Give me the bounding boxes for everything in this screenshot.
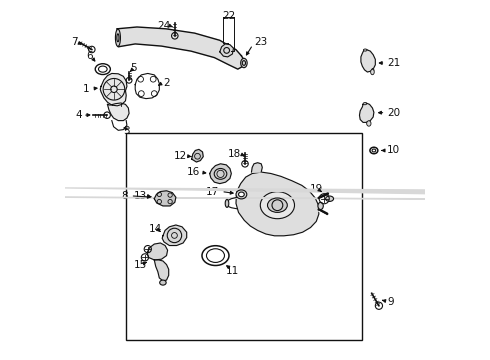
- Text: 17: 17: [206, 186, 219, 197]
- Ellipse shape: [370, 69, 374, 75]
- Ellipse shape: [236, 190, 247, 199]
- Polygon shape: [251, 163, 262, 172]
- Text: 22: 22: [222, 11, 235, 21]
- Text: 18: 18: [227, 149, 241, 159]
- Ellipse shape: [239, 192, 245, 197]
- Text: 3: 3: [123, 126, 129, 136]
- Text: 9: 9: [387, 297, 394, 307]
- Ellipse shape: [367, 121, 371, 126]
- Ellipse shape: [363, 103, 367, 105]
- Text: 19: 19: [310, 184, 323, 194]
- Text: 7: 7: [71, 37, 77, 48]
- Bar: [126, 133, 362, 340]
- Text: 21: 21: [387, 58, 400, 68]
- Ellipse shape: [116, 29, 121, 46]
- Polygon shape: [360, 103, 374, 122]
- Text: 14: 14: [148, 224, 162, 234]
- Ellipse shape: [268, 198, 287, 212]
- Polygon shape: [65, 197, 490, 209]
- Text: 12: 12: [173, 151, 187, 161]
- Polygon shape: [361, 50, 375, 72]
- Polygon shape: [100, 73, 127, 106]
- Ellipse shape: [364, 49, 367, 51]
- Ellipse shape: [318, 202, 323, 210]
- Ellipse shape: [241, 58, 247, 68]
- Text: 15: 15: [134, 260, 147, 270]
- Ellipse shape: [160, 280, 166, 285]
- Text: 2: 2: [163, 78, 170, 88]
- Text: 16: 16: [187, 167, 200, 177]
- Polygon shape: [107, 103, 129, 121]
- Polygon shape: [192, 149, 203, 162]
- Polygon shape: [162, 225, 187, 246]
- Ellipse shape: [372, 68, 374, 72]
- Text: 8: 8: [122, 191, 128, 201]
- Polygon shape: [65, 188, 490, 198]
- Polygon shape: [210, 164, 231, 184]
- Polygon shape: [147, 243, 168, 260]
- Text: 5: 5: [130, 63, 137, 73]
- Text: 6: 6: [86, 51, 93, 61]
- Ellipse shape: [367, 121, 370, 123]
- Polygon shape: [236, 172, 319, 236]
- Polygon shape: [154, 191, 176, 206]
- Text: 4: 4: [75, 110, 82, 120]
- Text: 11: 11: [226, 266, 239, 276]
- Ellipse shape: [260, 192, 294, 219]
- Polygon shape: [117, 27, 245, 69]
- Text: 23: 23: [254, 37, 267, 48]
- Text: 13: 13: [134, 191, 147, 201]
- Polygon shape: [220, 44, 233, 57]
- Ellipse shape: [225, 199, 229, 207]
- Text: 1: 1: [83, 84, 90, 94]
- Ellipse shape: [326, 196, 334, 201]
- Text: 24: 24: [157, 21, 170, 31]
- Text: 10: 10: [387, 145, 400, 156]
- Text: 20: 20: [387, 108, 400, 118]
- Polygon shape: [154, 260, 169, 281]
